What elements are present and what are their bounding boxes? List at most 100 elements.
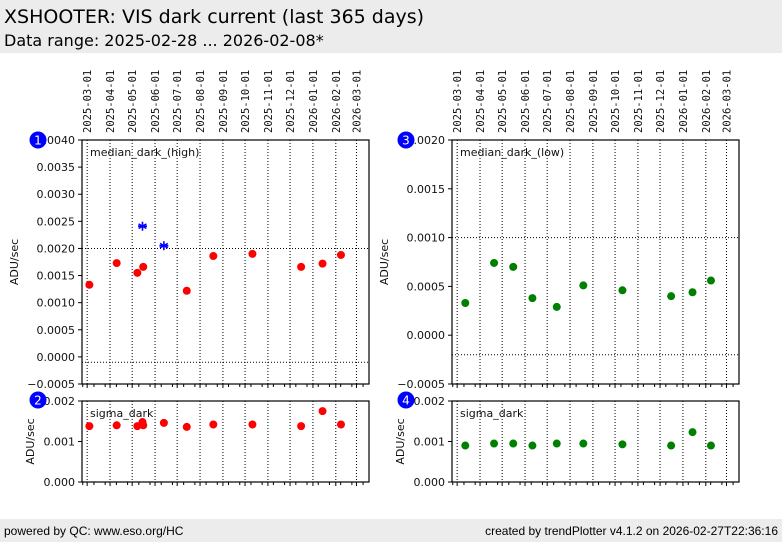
y-tick-label: 0.0000 (37, 351, 76, 364)
data-point (688, 288, 697, 297)
y-tick-label: 0.000 (44, 476, 76, 489)
y-tick-label: 0.002 (44, 395, 76, 408)
y-tick-label: 0.0015 (407, 183, 446, 196)
data-point (579, 439, 588, 448)
panel-title: median_dark_(high) (90, 146, 199, 159)
x-tick-label: 2025-09-01 (218, 70, 230, 133)
data-point (461, 441, 470, 450)
x-tick-label: 2025-05-01 (127, 70, 139, 133)
data-point (706, 276, 715, 285)
data-point (579, 281, 588, 290)
x-tick-label: 2025-08-01 (565, 70, 577, 133)
y-tick-label: −0.0005 (27, 378, 75, 391)
data-point (552, 302, 561, 311)
data-point (139, 421, 148, 430)
data-point (667, 441, 676, 450)
plot-frame-3 (451, 139, 740, 385)
y-tick-label: 0.0020 (37, 242, 76, 255)
data-point (297, 422, 306, 431)
x-tick-label: 2025-04-01 (475, 70, 487, 133)
x-tick-label: 2025-05-01 (497, 70, 509, 133)
data-point (528, 294, 537, 303)
y-tick-label: 0.0005 (37, 324, 76, 337)
x-tick-label: 2026-01-01 (308, 70, 320, 133)
data-point (209, 420, 218, 429)
x-tick-label: 2026-02-01 (701, 70, 713, 133)
data-point (688, 428, 697, 437)
x-tick-label: 2025-12-01 (655, 70, 667, 133)
data-point (318, 407, 327, 416)
y-axis-label: ADU/sec (378, 239, 391, 285)
data-range-subtitle: Data range: 2025-02-28 ... 2026-02-08* (4, 31, 324, 50)
data-point (490, 439, 499, 448)
y-axis-label: ADU/sec (24, 418, 37, 464)
y-tick-label: 0.0010 (37, 297, 76, 310)
x-tick-label: 2025-09-01 (588, 70, 600, 133)
data-point (618, 440, 627, 449)
x-tick-label: 2026-03-01 (351, 70, 363, 133)
y-tick-label: 0.0025 (37, 215, 76, 228)
x-tick-label: 2025-03-01 (452, 70, 464, 133)
y-tick-label: 0.001 (414, 436, 446, 449)
panel-badge-3[interactable] (397, 131, 415, 149)
panel-badge-number: 4 (402, 394, 410, 408)
data-point (85, 280, 94, 289)
footer-powered-by: powered by QC: www.eso.org/HC (4, 524, 184, 538)
data-point (509, 439, 518, 448)
x-tick-label: 2025-11-01 (263, 70, 275, 133)
data-point (209, 252, 218, 261)
x-tick-label: 2025-08-01 (195, 70, 207, 133)
y-tick-label: 0.0010 (407, 232, 446, 245)
y-tick-label: 0.0030 (37, 188, 76, 201)
x-tick-label: 2025-10-01 (610, 70, 622, 133)
footer-bar: powered by QC: www.eso.org/HC created by… (0, 519, 782, 542)
x-tick-label: 2025-07-01 (542, 70, 554, 133)
y-tick-label: 0.0040 (37, 134, 76, 147)
panel-badge-1[interactable] (29, 131, 47, 149)
data-point (112, 259, 121, 268)
panel-badge-4[interactable] (397, 391, 415, 409)
y-tick-label: 0.0005 (407, 280, 446, 293)
y-tick-label: −0.0005 (397, 378, 445, 391)
y-axis-label: ADU/sec (394, 418, 407, 464)
data-point (552, 439, 561, 448)
data-point (85, 422, 94, 431)
x-tick-label: 2026-02-01 (331, 70, 343, 133)
x-tick-label: 2025-06-01 (520, 70, 532, 133)
panel-badge-number: 2 (34, 394, 42, 408)
x-tick-label: 2025-04-01 (105, 70, 117, 133)
data-point (139, 262, 148, 271)
data-point (182, 286, 191, 295)
y-tick-label: 0.0015 (37, 270, 76, 283)
panel-badge-2[interactable] (29, 391, 47, 409)
data-point (336, 250, 345, 259)
x-tick-label: 2026-03-01 (721, 70, 733, 133)
x-tick-label: 2025-10-01 (240, 70, 252, 133)
outlier-point (159, 241, 169, 251)
data-point (248, 249, 257, 258)
data-point (297, 262, 306, 271)
x-tick-label: 2026-01-01 (678, 70, 690, 133)
y-tick-label: 0.001 (44, 436, 76, 449)
panel-badge-number: 1 (34, 134, 42, 148)
data-point (159, 418, 168, 427)
data-point (461, 298, 470, 307)
y-tick-label: 0.0035 (37, 161, 76, 174)
data-point (509, 262, 518, 271)
data-point (182, 422, 191, 431)
data-point (618, 286, 627, 295)
data-point (248, 420, 257, 429)
outlier-point (137, 221, 147, 231)
page-title: XSHOOTER: VIS dark current (last 365 day… (4, 6, 425, 28)
data-point (112, 421, 121, 430)
y-tick-label: 0.0020 (407, 134, 446, 147)
data-point (706, 441, 715, 450)
x-tick-label: 2025-06-01 (150, 70, 162, 133)
panel-title: median_dark_(low) (460, 146, 564, 159)
header-bar: XSHOOTER: VIS dark current (last 365 day… (0, 0, 782, 53)
y-tick-label: 0.0000 (407, 329, 446, 342)
x-tick-label: 2025-03-01 (82, 70, 94, 133)
data-point (318, 259, 327, 268)
x-tick-label: 2025-12-01 (285, 70, 297, 133)
